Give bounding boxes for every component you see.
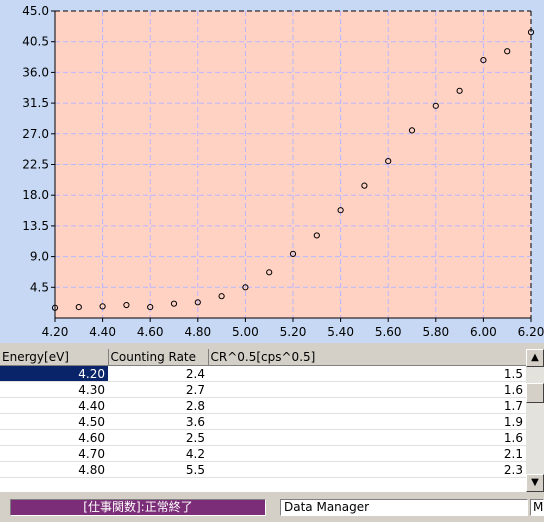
col-header-cr-sqrt[interactable]: CR^0.5[cps^0.5] (208, 349, 527, 366)
table-vertical-scrollbar[interactable]: ▲ ▼ (526, 349, 544, 492)
x-tick-label: 5.20 (280, 325, 307, 339)
chart-panel: 4.20 4.40 4.60 4.80 5.00 5.20 5.40 5.60 5.80 6.00… (0, 0, 544, 343)
x-tick-label: 4.40 (89, 325, 116, 339)
y-tick-label: 45.0 (22, 4, 49, 18)
data-point (242, 284, 249, 291)
data-point (289, 250, 297, 257)
data-point (527, 29, 535, 36)
scroll-up-button[interactable]: ▲ (526, 349, 544, 367)
data-point (432, 102, 439, 109)
cell-counting-rate[interactable]: 2.4 (108, 365, 208, 382)
x-tick-label: 6.20 (518, 325, 544, 339)
y-tick-label: 13.5 (22, 219, 49, 233)
data-point (408, 127, 416, 134)
data-point (194, 299, 201, 306)
x-tick-label: 4.80 (184, 325, 211, 339)
table-row[interactable]: 4.60 2.5 1.6 (0, 429, 526, 446)
data-point (337, 207, 344, 214)
table-row[interactable]: 4.20 2.4 1.5 (0, 365, 526, 382)
y-tick-label: 22.5 (22, 158, 49, 172)
y-tick-label: 31.5 (22, 96, 49, 110)
status-bar: [仕事関数]:正常終了 Data Manager M (0, 492, 544, 522)
cell-counting-rate[interactable]: 4.2 (108, 445, 208, 462)
cell-energy[interactable]: 4.30 (0, 381, 108, 398)
scrollbar-thumb[interactable] (526, 383, 544, 403)
y-tick-label: 9.0 (30, 250, 49, 264)
y-tick-label: 40.5 (22, 35, 49, 49)
status-job-panel: [仕事関数]:正常終了 (10, 499, 266, 516)
x-tick-label: 4.60 (137, 325, 164, 339)
cell-counting-rate[interactable]: 2.8 (108, 397, 208, 414)
data-point (504, 48, 511, 55)
cell-cr-sqrt[interactable]: 1.7 (208, 397, 526, 414)
data-point (147, 303, 154, 311)
data-table-panel: Energy[eV] Counting Rate CR^0.5[cps^0.5]… (0, 349, 544, 492)
cell-counting-rate[interactable]: 2.7 (108, 381, 208, 398)
y-tick-label: 36.0 (22, 65, 49, 79)
cell-cr-sqrt[interactable]: 1.5 (208, 365, 526, 382)
table-header-row: Energy[eV] Counting Rate CR^0.5[cps^0.5] (0, 349, 527, 366)
data-point (75, 303, 82, 311)
triangle-down-icon: ▼ (531, 477, 539, 488)
data-point (170, 300, 178, 307)
y-tick-label: 27.0 (22, 127, 49, 141)
table-row[interactable]: 4.40 2.8 1.7 (0, 397, 526, 414)
x-tick-label: 5.60 (375, 325, 402, 339)
data-table: Energy[eV] Counting Rate CR^0.5[cps^0.5]… (0, 349, 527, 478)
x-tick-label: 4.20 (42, 325, 69, 339)
cell-cr-sqrt[interactable]: 1.9 (208, 413, 526, 430)
data-point (480, 57, 487, 64)
x-tick-label: 6.00 (470, 325, 497, 339)
scroll-down-button[interactable]: ▼ (526, 474, 544, 492)
x-tick-label: 5.40 (327, 325, 354, 339)
data-point (123, 301, 130, 309)
y-tick-label: 4.5 (30, 280, 49, 294)
col-header-counting-rate[interactable]: Counting Rate (108, 349, 209, 366)
data-point (456, 87, 463, 94)
table-row[interactable]: 4.70 4.2 2.1 (0, 445, 526, 462)
cell-cr-sqrt[interactable]: 1.6 (208, 429, 526, 446)
scatter-plot: 4.20 4.40 4.60 4.80 5.00 5.20 5.40 5.60 5.80 6.00… (22, 4, 544, 339)
triangle-up-icon: ▲ (531, 352, 539, 363)
cell-counting-rate[interactable]: 3.6 (108, 413, 208, 430)
data-point (218, 293, 225, 300)
cell-energy[interactable]: 4.40 (0, 397, 108, 414)
x-tick-label: 5.00 (232, 325, 259, 339)
cell-energy[interactable]: 4.20 (0, 365, 108, 382)
table-row[interactable]: 4.30 2.7 1.6 (0, 381, 526, 398)
col-header-energy[interactable]: Energy[eV] (0, 349, 109, 366)
data-point (385, 157, 392, 165)
cell-counting-rate[interactable]: 2.5 (108, 429, 208, 446)
data-point (313, 232, 320, 239)
data-point (99, 303, 106, 310)
status-extra-panel: M (530, 499, 544, 516)
table-row[interactable]: 4.80 5.5 2.3 (0, 461, 526, 478)
status-manager-panel: Data Manager (280, 499, 528, 516)
cell-cr-sqrt[interactable]: 1.6 (208, 381, 526, 398)
cell-energy[interactable]: 4.70 (0, 445, 108, 462)
y-tick-label: 18.0 (22, 188, 49, 202)
data-point (51, 304, 59, 311)
cell-cr-sqrt[interactable]: 2.3 (208, 461, 526, 478)
cell-energy[interactable]: 4.60 (0, 429, 108, 446)
data-point (361, 182, 368, 189)
x-tick-label: 5.80 (422, 325, 449, 339)
cell-counting-rate[interactable]: 5.5 (108, 461, 208, 478)
table-row[interactable]: 4.50 3.6 1.9 (0, 413, 526, 430)
cell-cr-sqrt[interactable]: 2.1 (208, 445, 526, 462)
data-point (266, 269, 273, 276)
cell-energy[interactable]: 4.80 (0, 461, 108, 478)
cell-energy[interactable]: 4.50 (0, 413, 108, 430)
